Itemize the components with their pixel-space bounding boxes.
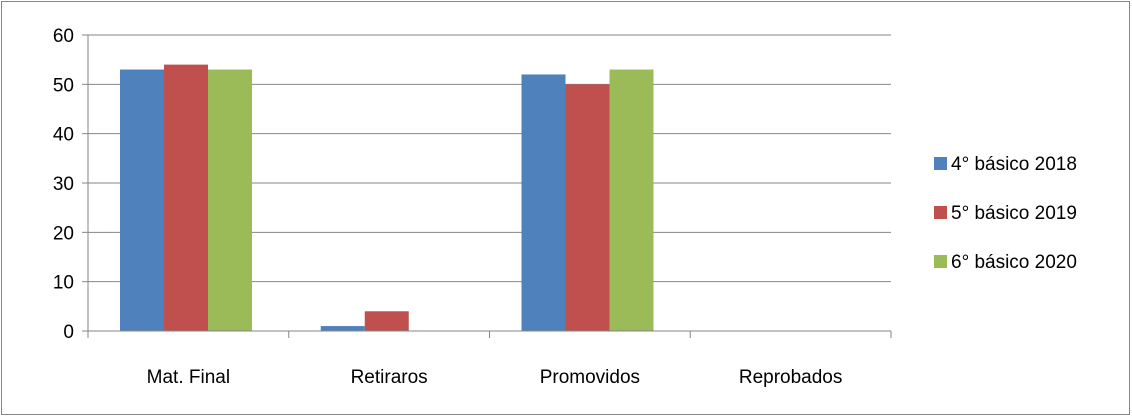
bar-1-1: [120, 69, 164, 332]
legend-label: 5° básico 2019: [951, 203, 1077, 224]
legend-swatch: [934, 206, 947, 219]
bar-2-1: [164, 64, 208, 331]
legend-label: 4° básico 2018: [951, 154, 1077, 175]
legend-swatch: [934, 255, 947, 268]
y-tick-label: 10: [53, 273, 74, 294]
bar-3-1: [208, 69, 252, 332]
bar-1-2: [320, 326, 365, 331]
y-tick-label: 0: [63, 322, 74, 343]
x-tick-label: Promovidos: [540, 367, 640, 388]
legend-swatch: [934, 157, 947, 170]
legend-label: 6° básico 2020: [951, 252, 1077, 273]
bar-3-3: [609, 69, 654, 332]
tick-labels: 0 10 20 30 40 50 60 Mat. Final Retiraros Promovid…: [53, 26, 843, 388]
y-tick-label: 50: [53, 75, 74, 96]
y-tick-label: 60: [53, 26, 74, 47]
x-tick-label: Reprobados: [739, 367, 843, 388]
x-tick-label: Mat. Final: [147, 367, 230, 388]
x-tick-label: Retiraros: [351, 367, 428, 388]
bar-2-3: [565, 84, 610, 331]
bars: [120, 64, 654, 332]
y-tick-label: 20: [53, 223, 74, 244]
bar-1-3: [521, 74, 566, 331]
bar-2-2: [364, 311, 409, 331]
y-tick-label: 30: [53, 174, 74, 195]
legend: 4° básico 2018 5° básico 2019 6° básico 20…: [934, 154, 1077, 273]
y-tick-label: 40: [53, 125, 74, 146]
axes: [82, 34, 892, 338]
